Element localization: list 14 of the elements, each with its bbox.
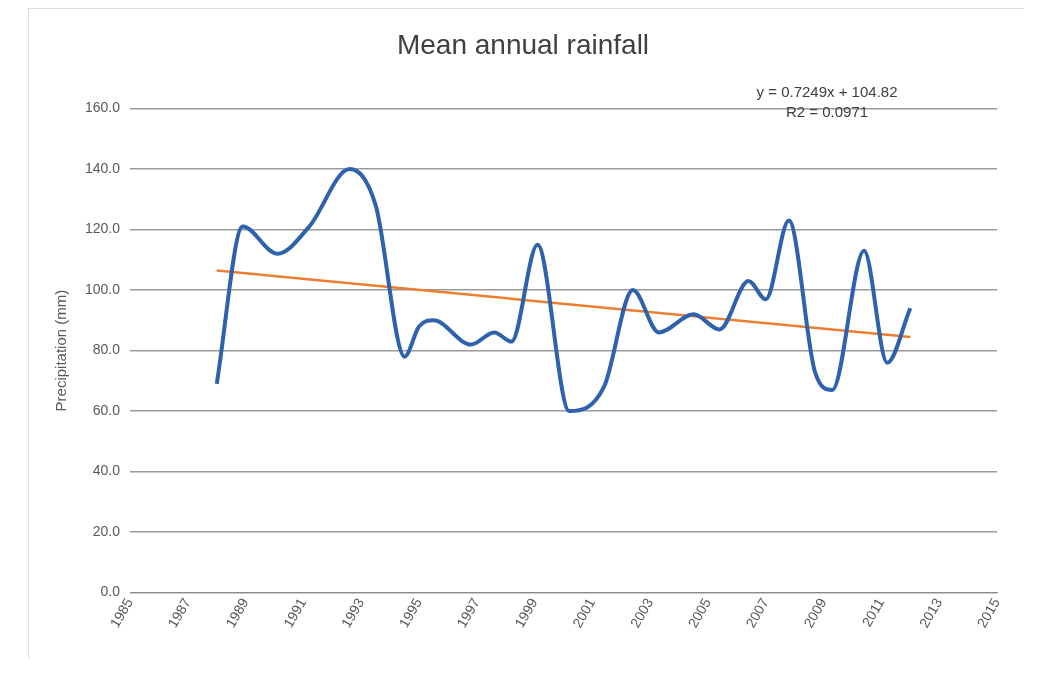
y-tick-label: 40.0 — [92, 462, 121, 479]
y-tick-label: 160.0 — [84, 99, 121, 116]
y-tick-label: 60.0 — [92, 401, 121, 418]
y-tick-label: 20.0 — [92, 522, 121, 539]
y-axis-title: Precipitation (mm) — [52, 289, 70, 412]
y-tick-label: 100.0 — [84, 280, 121, 297]
text: y = 0.7249x + 104.82 — [756, 82, 898, 100]
y-tick-label: 0.0 — [100, 583, 121, 600]
y-tick-label: 80.0 — [92, 341, 121, 358]
line-series — [214, 167, 913, 414]
annotation: R2 = 0.0971 — [785, 102, 869, 120]
y-tick-label: 120.0 — [84, 220, 121, 237]
chart-title: Mean annual rainfall — [396, 28, 650, 60]
y-tick-label: 140.0 — [84, 159, 121, 176]
